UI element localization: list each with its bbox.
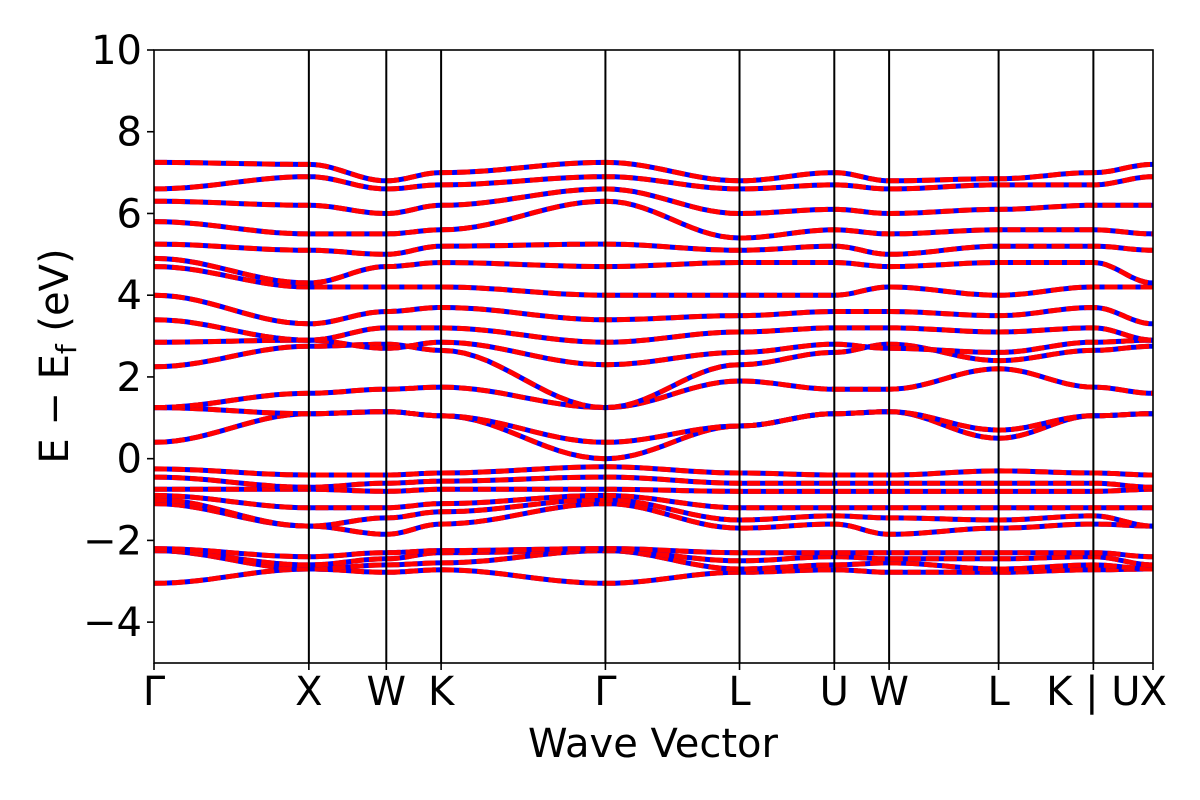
y-tick-label: 2 [117, 355, 142, 401]
band-line-spin-down [154, 366, 1153, 411]
x-tick-label: L [987, 669, 1010, 715]
band-line-spin-down [154, 496, 1153, 529]
band-line-spin-down [154, 337, 1153, 368]
x-tick-label: X [1140, 669, 1167, 715]
y-tick-label: 4 [117, 273, 142, 319]
y-axis-ticks: −4 −2 0 2 4 6 8 10 [83, 28, 154, 646]
x-tick-label: X [295, 669, 322, 715]
x-tick-label: K [428, 669, 456, 715]
y-axis-label-main: E − E [32, 354, 78, 464]
y-axis-label-subscript: f [50, 343, 83, 354]
x-tick-label: K | U [1046, 669, 1140, 715]
x-tick-label: U [820, 669, 849, 715]
x-tick-label: Γ [594, 669, 617, 715]
x-tick-label: Γ [143, 669, 166, 715]
band-line-spin-down [154, 317, 1153, 345]
y-axis-label: E − Ef (eV) [32, 248, 83, 463]
y-tick-label: 8 [117, 110, 142, 156]
y-axis-label-unit: (eV) [32, 248, 78, 344]
band-line-spin-down [154, 255, 1153, 286]
x-tick-label: W [367, 669, 407, 715]
y-tick-label: −2 [83, 518, 142, 564]
band-line-spin-down [154, 501, 1153, 537]
x-axis-label: Wave Vector [528, 721, 779, 767]
plot-frame [153, 49, 1154, 664]
y-tick-label: −4 [83, 600, 142, 646]
band-line-spin-down [154, 159, 1153, 184]
band-line-spin-down [154, 405, 1153, 445]
x-tick-label: W [869, 669, 909, 715]
x-tick-label: L [728, 669, 751, 715]
high-symmetry-lines [307, 50, 1095, 663]
y-tick-label: 0 [117, 437, 142, 483]
band-line-spin-down [154, 548, 1153, 572]
y-tick-label: 6 [117, 191, 142, 237]
y-tick-label: 10 [91, 28, 142, 74]
band-line-spin-down [154, 292, 1153, 327]
band-line-spin-down [154, 186, 1153, 217]
